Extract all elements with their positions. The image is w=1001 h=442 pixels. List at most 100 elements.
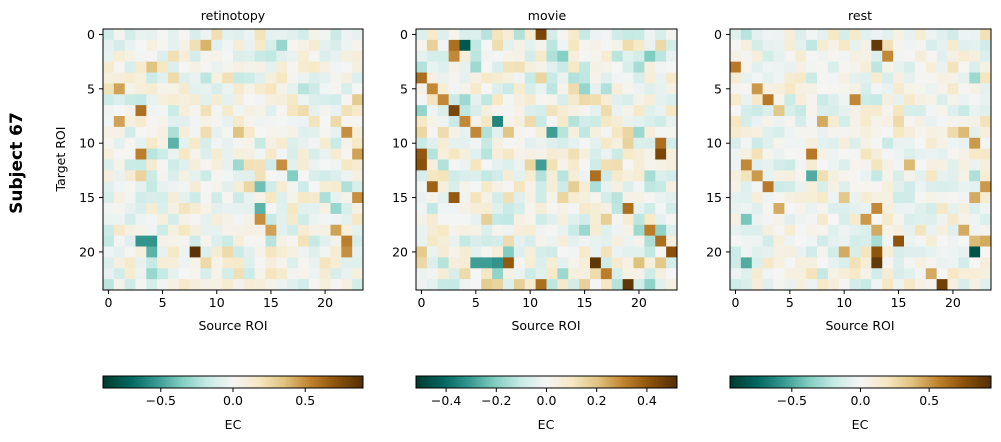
heatmap-cell	[135, 72, 147, 84]
heatmap-cell	[330, 192, 342, 204]
colorbar-segment	[906, 376, 910, 388]
heatmap-cell	[448, 50, 460, 63]
heatmap-cell	[233, 72, 245, 84]
heatmap-cell	[330, 279, 342, 291]
heatmap-cell	[925, 159, 938, 171]
heatmap-cell	[189, 94, 201, 106]
heatmap-cell	[298, 61, 310, 73]
colorbar-segment	[960, 376, 964, 388]
colorbar-segment	[862, 376, 866, 388]
heatmap-cell	[740, 116, 753, 128]
heatmap-cell	[644, 213, 656, 226]
heatmap-cell	[492, 105, 504, 117]
heatmap-cell	[644, 137, 656, 150]
heatmap-cell	[276, 203, 288, 215]
heatmap-cell	[352, 257, 364, 269]
colorbar-segment	[309, 376, 312, 388]
heatmap-cell	[146, 126, 158, 139]
heatmap-cell	[481, 235, 493, 247]
heatmap-cell	[524, 105, 537, 117]
heatmap-cell	[579, 61, 591, 73]
heatmap-cell	[849, 159, 861, 171]
heatmap-cell	[503, 83, 515, 95]
heatmap-cell	[860, 181, 872, 193]
heatmap-cell	[481, 246, 493, 258]
heatmap-cell	[113, 257, 126, 269]
heatmap-cell	[459, 50, 471, 63]
heatmap-cell	[330, 50, 342, 63]
colorbar-segment	[482, 376, 485, 388]
heatmap-cell	[590, 50, 602, 63]
colorbar-segment	[466, 376, 469, 388]
colorbar-segment	[319, 376, 322, 388]
heatmap-cell	[860, 29, 872, 41]
heatmap-cell	[980, 72, 992, 84]
heatmap-cell	[969, 148, 981, 160]
heatmap-cell	[254, 137, 266, 150]
heatmap-cell	[481, 94, 493, 106]
heatmap-cell	[330, 235, 342, 247]
heatmap-cell	[341, 126, 353, 139]
colorbar-segment	[123, 376, 126, 388]
colorbar-segment	[139, 376, 142, 388]
heatmap-cell	[817, 29, 829, 41]
heatmap-cell	[200, 126, 212, 139]
heatmap-cell	[352, 137, 364, 150]
heatmap-cell	[319, 235, 331, 247]
heatmap-cell	[958, 39, 970, 52]
heatmap-cell	[254, 279, 266, 291]
colorbar-segment	[642, 376, 646, 388]
heatmap-cell	[557, 203, 569, 215]
heatmap-cell	[784, 246, 796, 258]
heatmap-cell	[437, 213, 450, 226]
heatmap-cell	[611, 279, 624, 291]
colorbar-segment	[880, 376, 884, 388]
colorbar-segment	[271, 376, 274, 388]
heatmap-cell	[817, 126, 829, 139]
heatmap-cell	[838, 170, 851, 182]
heatmap-cell	[298, 50, 310, 63]
heatmap-cell	[103, 181, 115, 193]
heatmap-cell	[882, 246, 894, 258]
heatmap-cell	[546, 83, 558, 95]
heatmap-cell	[200, 170, 212, 182]
heatmap-cell	[319, 126, 331, 139]
heatmap-cell	[806, 213, 818, 226]
heatmap-cell	[470, 116, 482, 128]
heatmap-cell	[730, 170, 742, 182]
heatmap-cell	[298, 170, 310, 182]
heatmap-cell	[178, 137, 191, 150]
heatmap-cell	[622, 170, 634, 182]
heatmap-cell	[330, 159, 342, 171]
heatmap-cell	[784, 83, 796, 95]
heatmap-cell	[524, 137, 537, 150]
heatmap-cell	[416, 116, 428, 128]
heatmap-cell	[773, 83, 785, 95]
heatmap-cell	[319, 257, 331, 269]
colorbar-segment	[327, 376, 330, 388]
colorbar-segment	[804, 376, 807, 388]
heatmap-cell	[958, 159, 970, 171]
heatmap-cell	[600, 213, 613, 226]
heatmap-cell	[893, 83, 905, 95]
heatmap-cell	[135, 126, 147, 139]
heatmap-cell	[740, 159, 753, 171]
heatmap-cell	[633, 94, 645, 106]
heatmap-cell	[330, 29, 342, 41]
heatmap-cell	[806, 116, 818, 128]
heatmap-cell	[611, 159, 624, 171]
heatmap-cell	[568, 83, 580, 95]
heatmap-cell	[416, 126, 428, 139]
heatmap-cell	[611, 94, 624, 106]
heatmap-cell	[426, 61, 439, 73]
colorbar-segment	[335, 376, 338, 388]
heatmap-cell	[773, 148, 785, 160]
colorbar-segment	[794, 376, 797, 388]
heatmap-cell	[644, 257, 656, 269]
heatmap-cell	[622, 257, 634, 269]
heatmap-cell	[882, 257, 894, 269]
heatmap-cell	[546, 170, 558, 182]
heatmap-cell	[448, 29, 460, 41]
heatmap-cell	[135, 257, 147, 269]
heatmap-cell	[470, 224, 482, 237]
